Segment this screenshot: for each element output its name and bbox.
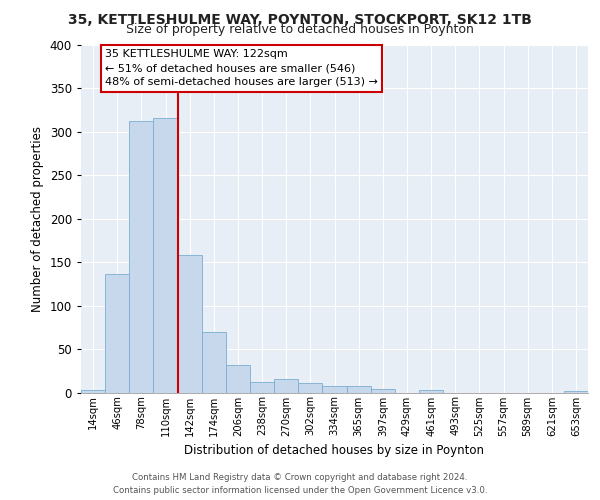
Bar (371, 389, 395, 392)
Bar (178, 255, 202, 392)
Bar (226, 364, 250, 392)
Bar (81, 390, 105, 392)
Text: Size of property relative to detached houses in Poynton: Size of property relative to detached ho… (126, 22, 474, 36)
Bar (274, 380, 298, 392)
Text: Contains HM Land Registry data © Crown copyright and database right 2024.
Contai: Contains HM Land Registry data © Crown c… (113, 473, 487, 495)
Bar (154, 118, 178, 392)
Bar (347, 386, 371, 392)
Bar (105, 274, 129, 392)
Bar (129, 122, 154, 392)
Bar (564, 391, 588, 392)
Text: 35 KETTLESHULME WAY: 122sqm
← 51% of detached houses are smaller (546)
48% of se: 35 KETTLESHULME WAY: 122sqm ← 51% of det… (105, 50, 378, 88)
Bar (202, 332, 226, 392)
Bar (298, 383, 322, 392)
Bar (322, 386, 347, 392)
Text: 35, KETTLESHULME WAY, POYNTON, STOCKPORT, SK12 1TB: 35, KETTLESHULME WAY, POYNTON, STOCKPORT… (68, 12, 532, 26)
Y-axis label: Number of detached properties: Number of detached properties (31, 126, 44, 312)
Bar (419, 390, 443, 392)
Bar (250, 382, 274, 392)
X-axis label: Distribution of detached houses by size in Poynton: Distribution of detached houses by size … (185, 444, 485, 457)
